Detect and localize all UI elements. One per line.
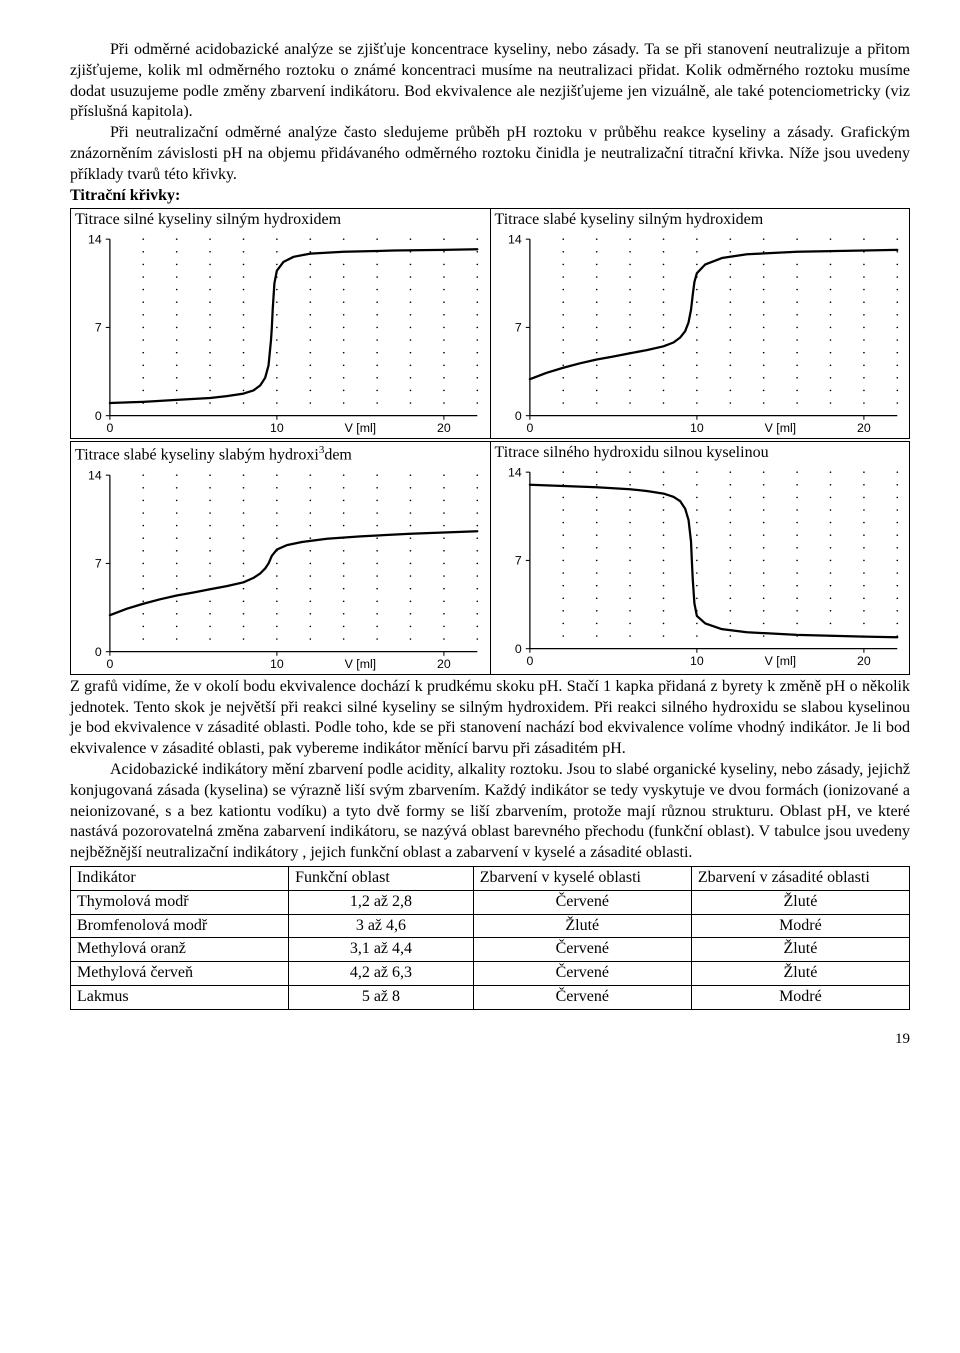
chart-1-label: Titrace silné kyseliny silným hydroxidem	[75, 211, 341, 228]
heading-curves: Titrační křivky:	[70, 186, 910, 207]
svg-text:10: 10	[270, 421, 284, 435]
paragraph-4: Acidobazické indikátory mění zbarvení po…	[70, 760, 910, 864]
table-cell: Červené	[473, 890, 691, 914]
table-header: Zbarvení v kyselé oblasti	[473, 866, 691, 890]
page-number: 19	[70, 1030, 910, 1050]
paragraph-1: Při odměrné acidobazické analýze se zjiš…	[70, 40, 910, 123]
svg-text:0: 0	[106, 657, 113, 671]
svg-text:20: 20	[437, 657, 451, 671]
svg-text:0: 0	[526, 421, 533, 435]
table-cell: Žluté	[691, 938, 909, 962]
svg-text:14: 14	[88, 469, 102, 482]
table-row: Methylová oranž3,1 až 4,4ČervenéŽluté	[71, 938, 910, 962]
table-cell: 3 až 4,6	[289, 914, 474, 938]
svg-text:14: 14	[507, 233, 521, 246]
paragraph-2: Při neutralizační odměrné analýze často …	[70, 123, 910, 185]
svg-text:0: 0	[106, 421, 113, 435]
table-cell: Červené	[473, 938, 691, 962]
svg-text:7: 7	[514, 321, 521, 335]
svg-text:20: 20	[857, 421, 871, 435]
chart-3: 0 7 14 0 10 20 V [ml]	[75, 469, 486, 674]
svg-text:V [ml]: V [ml]	[345, 657, 376, 671]
table-cell: Modré	[691, 914, 909, 938]
svg-text:V [ml]: V [ml]	[764, 421, 795, 435]
svg-text:10: 10	[270, 657, 284, 671]
svg-text:V [ml]: V [ml]	[764, 654, 795, 668]
charts-table-bottom: Titrace slabé kyseliny slabým hydroxi3de…	[70, 441, 910, 674]
chart-2-label: Titrace slabé kyseliny silným hydroxidem	[495, 211, 764, 228]
paragraph-3: Z grafů vidíme, že v okolí bodu ekvivale…	[70, 677, 910, 760]
table-cell: Lakmus	[71, 985, 289, 1009]
table-header: Zbarvení v zásadité oblasti	[691, 866, 909, 890]
svg-text:10: 10	[690, 421, 704, 435]
svg-text:10: 10	[690, 654, 704, 668]
table-cell: Červené	[473, 985, 691, 1009]
indicator-table: IndikátorFunkční oblastZbarvení v kyselé…	[70, 866, 910, 1010]
table-cell: Žluté	[691, 890, 909, 914]
table-row: Bromfenolová modř3 až 4,6ŽlutéModré	[71, 914, 910, 938]
table-cell: Žluté	[473, 914, 691, 938]
svg-text:20: 20	[857, 654, 871, 668]
svg-text:0: 0	[95, 409, 102, 423]
svg-text:0: 0	[514, 642, 521, 656]
svg-text:20: 20	[437, 421, 451, 435]
table-cell: 4,2 až 6,3	[289, 962, 474, 986]
chart-2: 0 7 14 0 10 20 V [ml]	[495, 233, 906, 438]
svg-text:14: 14	[88, 233, 102, 246]
table-cell: Methylová červeň	[71, 962, 289, 986]
chart-4-label: Titrace silného hydroxidu silnou kyselin…	[495, 444, 769, 461]
svg-text:7: 7	[95, 556, 102, 570]
svg-text:14: 14	[507, 466, 521, 479]
table-row: Lakmus5 až 8ČervenéModré	[71, 985, 910, 1009]
chart-4: 0 7 14 0 10 20 V [ml]	[495, 466, 906, 671]
table-cell: Žluté	[691, 962, 909, 986]
svg-text:0: 0	[526, 654, 533, 668]
table-cell: 5 až 8	[289, 985, 474, 1009]
chart-3-label-b: dem	[324, 447, 352, 464]
table-header: Indikátor	[71, 866, 289, 890]
table-header: Funkční oblast	[289, 866, 474, 890]
chart-1: 0 7 14 0 10 20 V [ml]	[75, 233, 486, 438]
svg-text:V [ml]: V [ml]	[345, 421, 376, 435]
svg-text:7: 7	[95, 321, 102, 335]
table-cell: Modré	[691, 985, 909, 1009]
table-cell: Bromfenolová modř	[71, 914, 289, 938]
charts-table-top: Titrace silné kyseliny silným hydroxidem…	[70, 208, 910, 439]
table-row: Thymolová modř1,2 až 2,8ČervenéŽluté	[71, 890, 910, 914]
table-cell: Thymolová modř	[71, 890, 289, 914]
table-cell: 1,2 až 2,8	[289, 890, 474, 914]
svg-text:7: 7	[514, 554, 521, 568]
table-row: Methylová červeň4,2 až 6,3ČervenéŽluté	[71, 962, 910, 986]
chart-3-label-a: Titrace slabé kyseliny slabým hydroxi	[75, 447, 319, 464]
table-cell: 3,1 až 4,4	[289, 938, 474, 962]
svg-text:0: 0	[514, 409, 521, 423]
table-cell: Methylová oranž	[71, 938, 289, 962]
table-cell: Červené	[473, 962, 691, 986]
svg-text:0: 0	[95, 644, 102, 658]
